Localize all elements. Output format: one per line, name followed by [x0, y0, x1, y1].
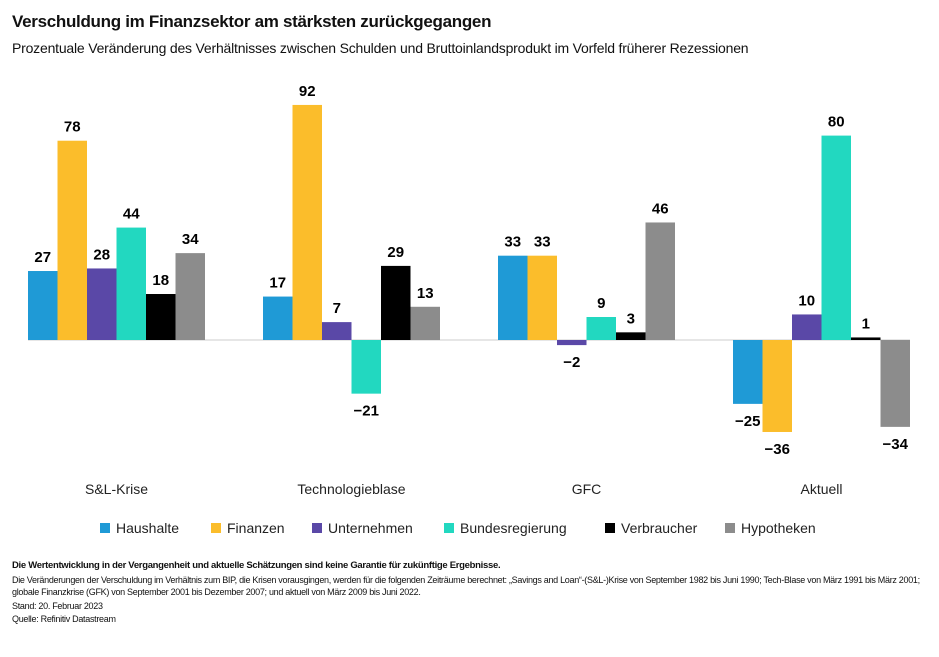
legend-swatch — [444, 523, 454, 533]
data-label: −36 — [765, 441, 790, 458]
legend-label: Haushalte — [116, 520, 179, 536]
data-label: 78 — [64, 119, 81, 136]
data-label: −25 — [735, 413, 760, 430]
bar — [351, 340, 381, 394]
bar — [645, 222, 675, 340]
data-label: 80 — [828, 114, 845, 131]
data-label: 33 — [504, 234, 521, 251]
bar — [175, 253, 205, 340]
chart-subtitle: Prozentuale Veränderung des Verhältnisse… — [12, 40, 749, 56]
bar — [322, 322, 352, 340]
legend-label: Finanzen — [227, 520, 285, 536]
data-label: 92 — [299, 83, 316, 100]
chart-title: Verschuldung im Finanzsektor am stärkste… — [12, 12, 492, 31]
data-label: 9 — [597, 295, 605, 312]
bar — [292, 104, 322, 340]
bar — [557, 340, 587, 346]
data-label: 10 — [798, 292, 815, 309]
legend-label: Unternehmen — [328, 520, 413, 536]
bar — [762, 340, 792, 432]
data-label: 46 — [652, 200, 669, 217]
data-label: 29 — [387, 244, 404, 261]
footnote: Die Veränderungen der Verschuldung im Ve… — [12, 575, 920, 597]
bar — [381, 265, 411, 340]
bar — [792, 314, 822, 340]
legend-label: Hypotheken — [741, 520, 816, 536]
bar — [498, 255, 528, 340]
data-label: −34 — [883, 436, 909, 453]
data-label: 1 — [862, 315, 870, 332]
category-label: Aktuell — [800, 481, 842, 497]
bar — [28, 271, 58, 340]
legend-swatch — [725, 523, 735, 533]
bar — [146, 294, 176, 340]
source: Quelle: Refinitiv Datastream — [12, 614, 116, 624]
bar — [586, 317, 616, 340]
category-label: GFC — [572, 481, 602, 497]
bar — [57, 140, 87, 340]
bar — [733, 340, 763, 404]
category-label: Technologieblase — [297, 481, 405, 497]
bar — [116, 227, 146, 340]
date-stamp: Stand: 20. Februar 2023 — [12, 601, 103, 611]
data-label: 33 — [534, 234, 551, 251]
data-label: −2 — [563, 354, 580, 371]
legend-swatch — [100, 523, 110, 533]
category-label: S&L-Krise — [85, 481, 148, 497]
bar — [87, 268, 117, 340]
data-label: 34 — [182, 231, 199, 248]
bar — [821, 135, 851, 340]
data-label: 7 — [333, 300, 341, 317]
bar — [616, 332, 646, 340]
bar — [410, 306, 440, 340]
legend-swatch — [312, 523, 322, 533]
bar — [851, 337, 881, 340]
data-label: −21 — [354, 403, 379, 420]
data-label: 44 — [123, 206, 140, 223]
data-label: 3 — [627, 310, 635, 327]
legend-label: Bundesregierung — [460, 520, 567, 536]
data-label: 13 — [417, 285, 434, 302]
data-label: 17 — [269, 275, 286, 292]
data-label: 28 — [93, 246, 110, 263]
legend-swatch — [211, 523, 221, 533]
disclaimer: Die Wertentwicklung in der Vergangenheit… — [12, 560, 501, 571]
bar — [527, 255, 557, 340]
bar — [880, 340, 910, 427]
bar — [263, 296, 293, 340]
data-label: 18 — [152, 272, 169, 289]
legend-swatch — [605, 523, 615, 533]
legend-label: Verbraucher — [621, 520, 698, 536]
data-label: 27 — [34, 249, 51, 266]
bar-chart: 277828441834S&L-Krise17927−212913Technol… — [28, 83, 910, 536]
